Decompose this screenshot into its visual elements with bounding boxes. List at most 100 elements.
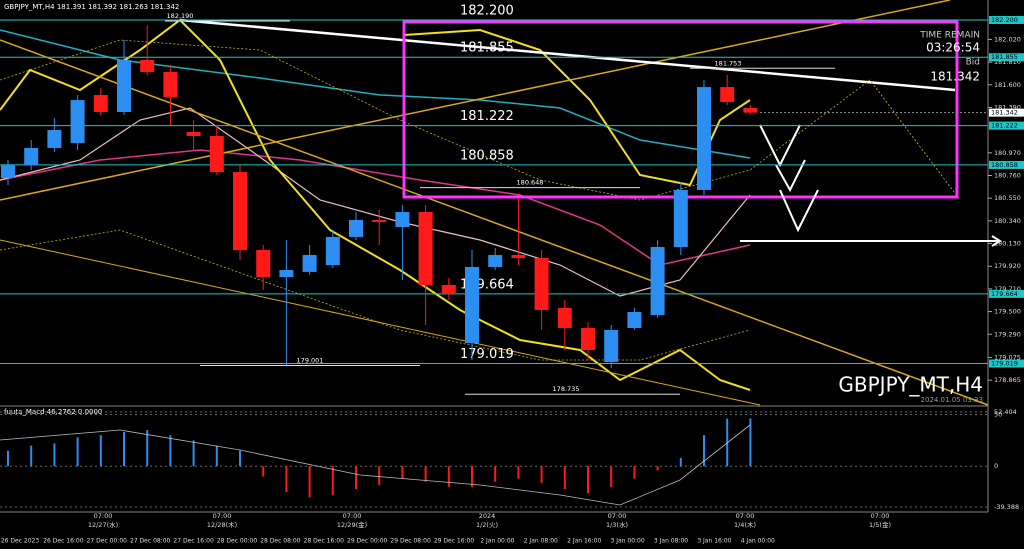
macd-bar [587, 466, 589, 494]
candle-body [93, 95, 108, 112]
candle-body [650, 246, 665, 316]
current-price-box [989, 108, 1024, 117]
bid-label: Bid [966, 58, 980, 68]
day-time-label: 07:00 [94, 512, 113, 520]
trend-line [0, 39, 989, 406]
candle-body [47, 130, 62, 148]
candle-body [117, 60, 131, 112]
candle-body [186, 131, 201, 136]
candle-body [70, 100, 85, 143]
y-tick-label: 178.865 [994, 376, 1021, 384]
macd-bar [494, 466, 497, 482]
y-tick-label: 181.810 [994, 58, 1021, 66]
day-time-label: 07:00 [343, 512, 362, 520]
axis-highlight-label: 179.019 [991, 360, 1018, 368]
candle-body [372, 219, 387, 222]
time-label: 28 Dec 08:00 [260, 538, 301, 545]
time-label: 27 Dec 00:00 [87, 538, 128, 545]
macd-signal [0, 424, 751, 506]
candle-body [743, 108, 758, 113]
macd-bar [378, 466, 381, 485]
time-label: 29 Dec 08:00 [390, 538, 431, 545]
envelope [0, 39, 961, 201]
time-label: 2 Jan 00:00 [480, 538, 514, 545]
y-tick-label: 180.130 [994, 240, 1021, 248]
price-mark-label: 178.735 [553, 385, 580, 393]
candle-body [209, 135, 224, 173]
band-upper [403, 28, 751, 187]
candle-body [511, 254, 526, 259]
y-tick-label: 179.500 [994, 308, 1021, 316]
macd-bar [30, 445, 33, 467]
candle-body [163, 72, 178, 97]
macd-bar [99, 435, 102, 467]
candle-body [581, 327, 595, 351]
day-date-label: 1/3(水) [606, 520, 628, 529]
band-lower [0, 18, 751, 391]
macd-bar [76, 437, 79, 467]
y-tick-label: 182.020 [994, 35, 1021, 43]
bid: 181.342 [930, 70, 980, 84]
time-label: 4 Jan 00:00 [741, 538, 775, 545]
y-tick-label: -39.388 [994, 503, 1019, 511]
day-date-label: 1/2(火) [476, 521, 498, 529]
candle-body [720, 87, 735, 102]
price-mark-label: 180.648 [517, 179, 544, 187]
axis-highlight-label: 180.858 [991, 161, 1018, 169]
candle-body [395, 212, 410, 228]
candle-body [279, 270, 294, 278]
axis-highlight [989, 121, 1024, 130]
arrow [779, 189, 819, 233]
macd-bar [633, 466, 636, 479]
macd-bar [447, 466, 450, 487]
y-tick-label: 0 [994, 462, 998, 470]
candle-body [488, 254, 503, 267]
trend-line [0, 0, 951, 201]
symbol-info: GBPJPY_MT,H4 181.391 181.392 181.263 181… [4, 3, 179, 11]
candle-body [349, 219, 363, 237]
y-tick-label: 179.710 [994, 285, 1021, 293]
macd-bar [610, 466, 613, 487]
axis-highlight-label: 181.855 [991, 53, 1018, 61]
time-label: 26 Dec 16:00 [43, 538, 84, 545]
macd-title: fuuta_Macd 46.2762 0.0000 [4, 408, 102, 416]
time-label: 27 Dec 16:00 [173, 538, 214, 545]
day-time-label: 07:00 [871, 512, 890, 520]
candle-body [534, 258, 549, 310]
time-label: 3 Jan 08:00 [654, 538, 688, 545]
level-label: 179.019 [460, 347, 514, 362]
macd-bar [517, 466, 520, 479]
day-date-label: 12/28(木) [207, 520, 237, 529]
macd-bar [192, 440, 195, 467]
macd-bar [146, 430, 149, 467]
y-tick-label: 180.970 [994, 149, 1021, 157]
macd-bar [53, 443, 56, 467]
macd-bar [169, 435, 172, 467]
candle-body [256, 250, 271, 278]
candle-body [465, 266, 479, 344]
watermark: GBPJPY_MT,H4 [838, 373, 983, 397]
ma-pink [0, 149, 751, 266]
time-label: 26 Dec 2023 [1, 538, 40, 545]
level-label: 182.200 [460, 3, 514, 18]
day-date-label: 12/27(水) [88, 520, 118, 529]
macd-bar [7, 450, 9, 467]
axis-highlight-label: 179.664 [991, 290, 1018, 298]
y-tick-label: 52.404 [994, 408, 1017, 416]
candle-body [673, 189, 688, 247]
macd-bar [424, 466, 427, 482]
candle-body [441, 285, 456, 294]
macd-bar [703, 435, 705, 467]
axis-highlight [989, 160, 1024, 169]
candle-body [1, 165, 15, 178]
macd-bar [331, 466, 334, 496]
macd-bar [679, 457, 682, 467]
time-remain-label: TIME REMAIN [919, 31, 980, 41]
candle-body [418, 212, 433, 286]
time-label: 28 Dec 16:00 [304, 538, 345, 545]
day-time-label: 2024 [479, 512, 496, 520]
time-label: 3 Jan 16:00 [697, 538, 731, 545]
envelope [0, 229, 751, 361]
y-tick-label: 181.390 [994, 103, 1021, 111]
